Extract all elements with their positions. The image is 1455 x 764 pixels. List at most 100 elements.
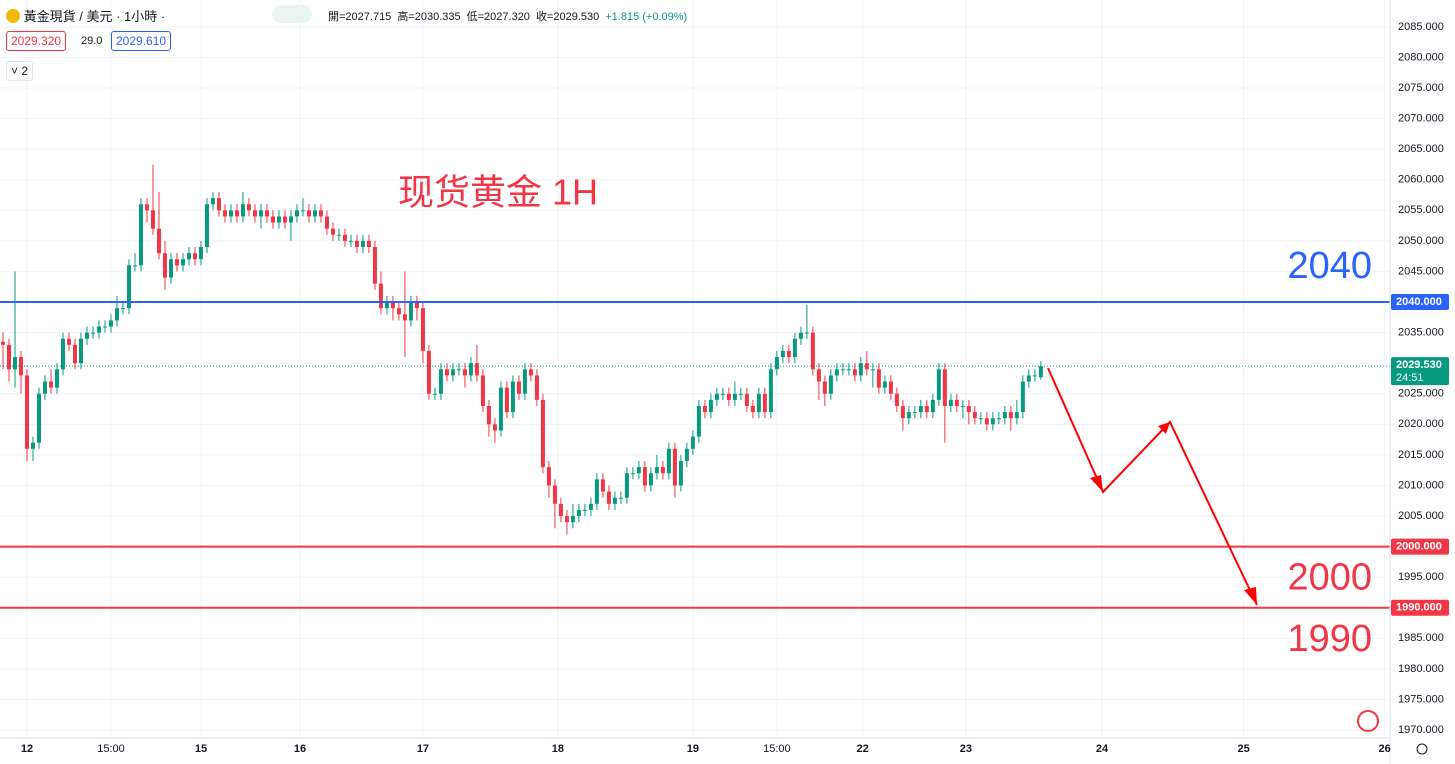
settings-icon[interactable] [1416,743,1428,755]
candle-body [936,369,941,400]
flag-icon[interactable] [1357,710,1379,732]
candle-body [504,387,509,413]
candle-body [972,412,977,419]
candle-body [54,369,59,388]
y-tick-label: 2055.000 [1398,204,1444,216]
candle-body [714,393,719,400]
candle-body [300,210,305,212]
candle-body [552,485,557,504]
candle-body [234,210,239,217]
candle-body [858,363,863,376]
candle-body [378,283,383,309]
candle-body [60,338,65,370]
candle-body [318,210,323,217]
candle-body [762,393,767,413]
candle-body [906,412,911,419]
candle-body [414,302,419,309]
level-label-box [1391,294,1449,311]
candle-body [372,247,377,284]
candle-body [732,393,737,400]
candle-body [834,369,839,376]
candle-body [870,369,875,371]
candle-body [276,216,281,223]
candle-body [900,405,905,419]
candle-body [582,509,587,511]
x-tick-label: 23 [960,743,972,755]
y-tick-label: 1970.000 [1398,724,1444,736]
level-label: 1990.000 [1396,602,1442,614]
candle-body [780,350,785,358]
ask-button[interactable]: 2029.610 [111,31,172,51]
candle-body [570,516,575,523]
x-tick-label: 15:00 [97,743,125,755]
countdown: 24:51 [1396,372,1424,384]
candle-body [162,253,167,278]
candle-body [186,253,191,260]
candle-body [528,369,533,376]
y-tick-label: 2050.000 [1398,235,1444,247]
y-tick-label: 1980.000 [1398,663,1444,675]
bid-button[interactable]: 2029.320 [6,31,67,51]
x-tick-label: 15 [195,743,207,755]
status-pill[interactable] [272,5,312,23]
candle-body [462,369,467,376]
candle-body [258,210,263,217]
candle-body [594,479,599,504]
candle-body [738,393,743,395]
indicators-toggle[interactable]: ˅ 2 [6,61,34,81]
ohlc-value: 高=2030.335 [397,11,461,23]
candle-body [492,424,497,431]
candle-body [240,204,245,217]
ohlc-value: 低=2027.320 [466,11,530,23]
y-tick-label: 2065.000 [1398,143,1444,155]
candle-body [624,473,629,498]
candle-body [846,369,851,371]
candle-body [798,332,803,339]
y-tick-label: 2010.000 [1398,479,1444,491]
candle-body [90,332,95,334]
candle-body [66,338,71,345]
candle-body [486,405,491,425]
candle-body [252,210,257,217]
candle-body [384,302,389,309]
indicator-count: 2 [21,64,29,78]
y-tick-label: 2020.000 [1398,418,1444,430]
candle-body [402,314,407,321]
x-tick-label: 18 [552,743,564,755]
level-label-box [1391,538,1449,555]
candle-body [138,204,143,266]
candle-body [216,198,221,211]
level-label-box [1391,599,1449,616]
candle-body [768,369,773,413]
candle-body [498,387,503,431]
symbol-icon [6,9,20,23]
candle-body [222,210,227,217]
candle-body [108,320,113,327]
symbol-row: 黃金現貨 / 美元 · 1小時 · [6,6,165,25]
candle-body [468,363,473,376]
candle-body [678,461,683,486]
candle-body [42,381,47,394]
candle-body [84,332,89,339]
candle-body [480,375,485,406]
candle-body [666,448,671,474]
candle-body [984,418,989,425]
candle-body [36,393,41,443]
candle-body [702,405,707,413]
candle-body [720,393,725,395]
plot-area [0,164,1390,609]
candle-body [912,412,917,414]
candle-body [150,210,155,229]
candle-body [792,338,797,358]
candle-body [534,375,539,400]
candle-body [168,259,173,278]
candle-body [132,265,137,267]
candle-body [642,467,647,486]
candle-body [558,503,563,517]
candle-body [294,210,299,217]
candle-body [726,393,731,400]
candle-body [540,399,545,468]
candle-body [336,234,341,236]
candle-body [522,369,527,394]
x-tick-label: 24 [1096,743,1109,755]
